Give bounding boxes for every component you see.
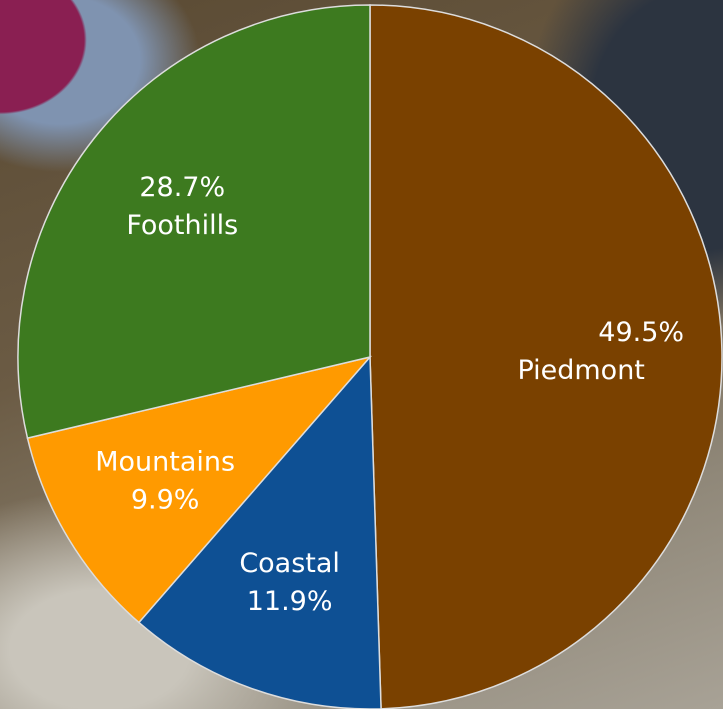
value-label: 49.5%	[598, 317, 684, 348]
slice-label: Piedmont	[517, 355, 644, 386]
pie-slice	[369, 4, 723, 709]
pie-slice	[17, 4, 371, 439]
slice-label: Coastal	[239, 548, 340, 579]
slice-label: Foothills	[126, 210, 238, 241]
value-label: 11.9%	[247, 586, 333, 617]
slice-label: Mountains	[95, 446, 235, 477]
pie-slice	[26, 355, 373, 624]
value-label: 9.9%	[131, 484, 200, 515]
value-label: 28.7%	[139, 172, 225, 203]
